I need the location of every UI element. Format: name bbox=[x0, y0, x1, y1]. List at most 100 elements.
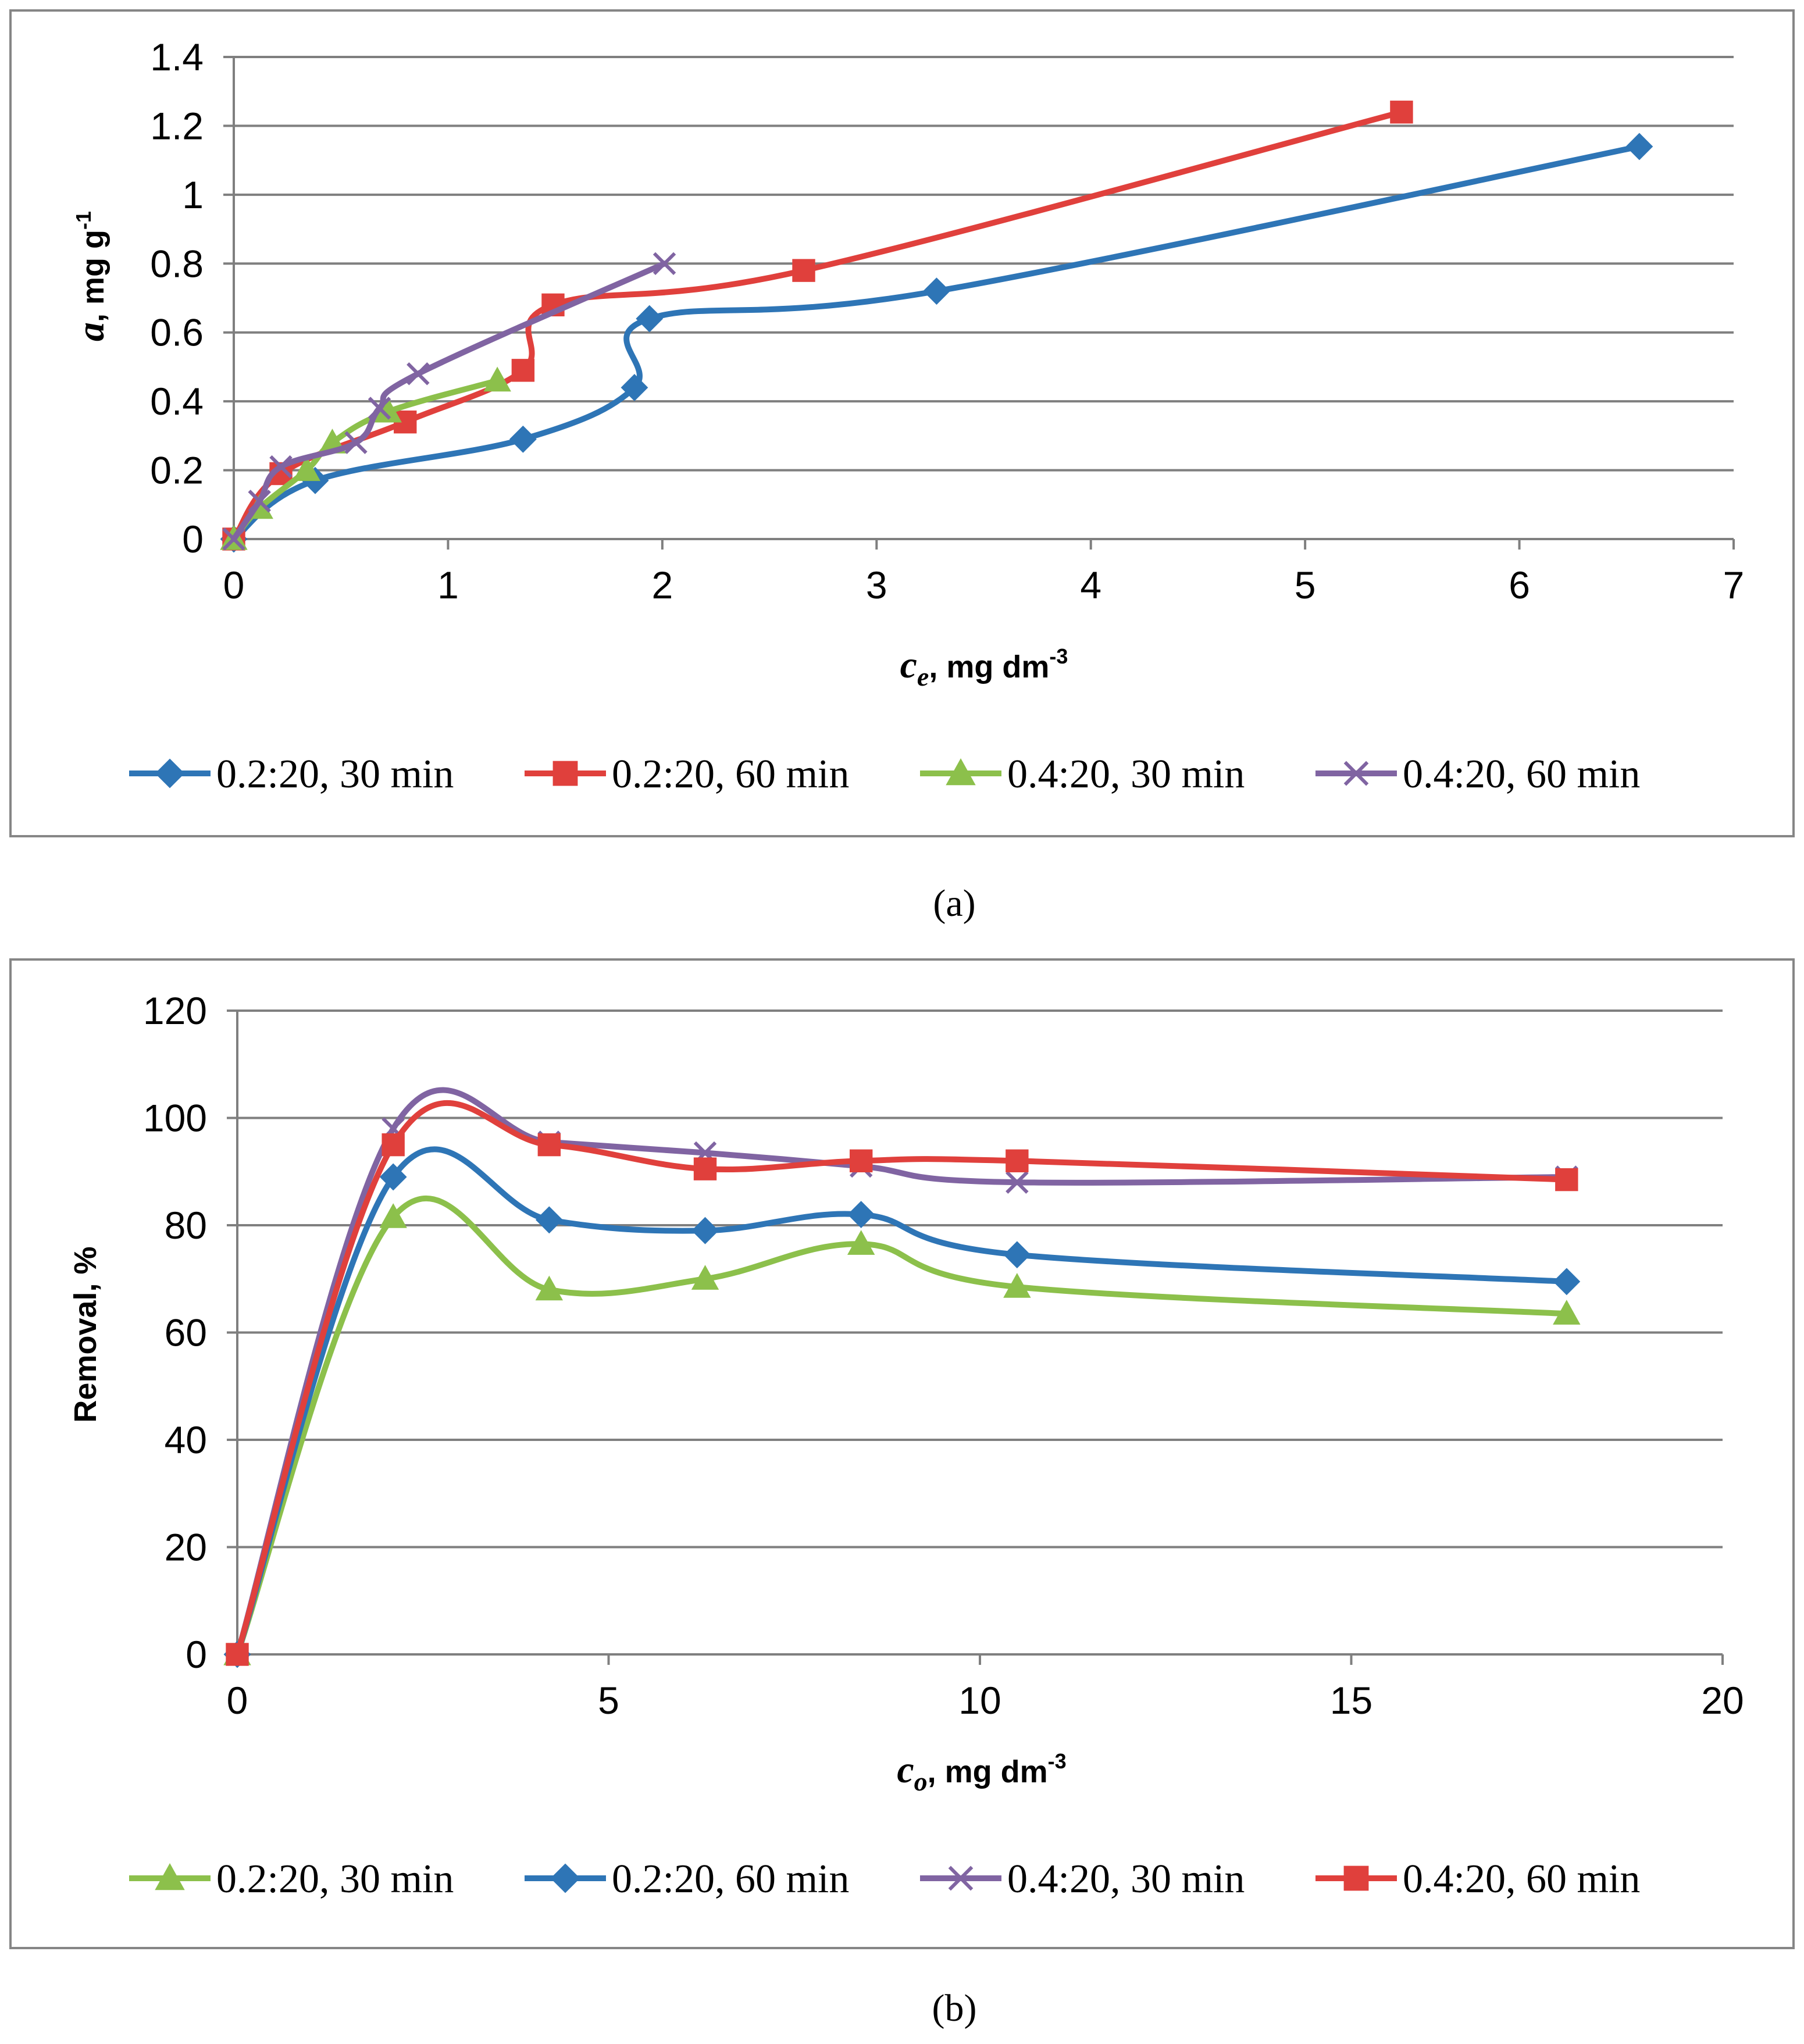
legend-entry: 0.4:20, 60 min bbox=[1315, 1857, 1640, 1902]
chart-panel-b: 0 20 40 60 80 100 120 0 5 10 15 20 Removal, % co, … bbox=[9, 958, 1795, 1949]
data-point bbox=[636, 305, 664, 333]
legend-marker bbox=[550, 1863, 580, 1893]
legend-entry: 0.4:20, 60 min bbox=[1315, 752, 1640, 797]
data-point bbox=[847, 1201, 875, 1228]
data-point bbox=[509, 425, 537, 453]
data-point bbox=[621, 374, 648, 401]
series-line bbox=[231, 143, 1642, 542]
legend-entry: 0.4:20, 30 min bbox=[920, 1857, 1245, 1902]
x-tick-labels-b: 0 5 10 15 20 bbox=[227, 1679, 1744, 1722]
data-point bbox=[483, 366, 511, 392]
y-axis-title-a: a, mg g-1 bbox=[70, 211, 112, 341]
data-point bbox=[1003, 1241, 1031, 1269]
x-tick-label: 0 bbox=[227, 1679, 248, 1722]
x-axis-title-a: ce, mg dm-3 bbox=[900, 644, 1068, 691]
legend-label: 0.4:20, 30 min bbox=[1007, 752, 1245, 797]
legend-marker bbox=[946, 758, 976, 786]
x-tick-labels-a: 0 1 2 3 4 5 6 7 bbox=[223, 563, 1745, 607]
legend-marker bbox=[552, 761, 578, 786]
y-tick-label: 1.4 bbox=[150, 35, 204, 79]
x-tick-label: 1 bbox=[437, 563, 459, 607]
y-tick-label: 0 bbox=[186, 1633, 207, 1676]
legend-label: 0.2:20, 30 min bbox=[216, 752, 454, 797]
gridlines-a bbox=[223, 56, 1735, 550]
legend-a: 0.2:20, 30 min 0.2:20, 60 min 0.4:20, 30 m… bbox=[129, 752, 1640, 797]
panel-caption-a: (a) bbox=[933, 882, 975, 925]
legend-marker bbox=[948, 1865, 974, 1891]
data-point bbox=[1003, 1273, 1031, 1298]
y-tick-label: 0.6 bbox=[150, 311, 204, 354]
data-point bbox=[248, 490, 271, 513]
data-point bbox=[847, 1230, 875, 1255]
data-point bbox=[368, 397, 391, 420]
data-point bbox=[535, 1206, 563, 1234]
data-point bbox=[693, 1157, 717, 1180]
legend-label: 0.2:20, 60 min bbox=[612, 1857, 849, 1902]
legend-entry: 0.2:20, 60 min bbox=[525, 752, 849, 797]
series-group-a bbox=[220, 101, 1653, 553]
data-point bbox=[1555, 1168, 1578, 1192]
y-tick-label: 100 bbox=[143, 1097, 207, 1140]
y-tick-label: 0.4 bbox=[150, 380, 204, 423]
legend-b: 0.2:20, 30 min 0.2:20, 60 min 0.4:20, 30 m… bbox=[129, 1857, 1640, 1902]
data-point bbox=[511, 359, 535, 382]
y-tick-label: 0 bbox=[182, 518, 204, 561]
data-point bbox=[269, 455, 293, 479]
data-point bbox=[226, 1643, 249, 1666]
y-tick-label: 60 bbox=[165, 1311, 207, 1354]
data-point bbox=[1553, 1268, 1581, 1296]
data-point bbox=[1553, 1300, 1581, 1325]
y-tick-label: 0.8 bbox=[150, 242, 204, 285]
legend-entry: 0.4:20, 30 min bbox=[920, 752, 1245, 797]
x-tick-label: 5 bbox=[598, 1679, 619, 1722]
y-tick-label: 120 bbox=[143, 989, 207, 1032]
data-point bbox=[1006, 1171, 1029, 1194]
y-tick-label: 1 bbox=[182, 173, 204, 216]
data-point bbox=[923, 277, 950, 305]
panel-caption-b: (b) bbox=[932, 1987, 977, 2029]
x-axis-title-b: co, mg dm-3 bbox=[897, 1749, 1066, 1796]
legend-marker bbox=[1343, 761, 1369, 786]
x-tick-label: 4 bbox=[1080, 563, 1101, 607]
series-0-2-20-60-min bbox=[223, 1146, 1581, 1668]
data-point bbox=[382, 1133, 405, 1157]
legend-label: 0.4:20, 60 min bbox=[1403, 1857, 1640, 1902]
x-tick-label: 7 bbox=[1723, 563, 1745, 607]
series-0-4-20-30-min bbox=[220, 366, 511, 550]
series-0-4-20-60-min bbox=[226, 1100, 1578, 1666]
x-tick-label: 0 bbox=[223, 563, 245, 607]
data-point bbox=[849, 1149, 873, 1172]
legend-label: 0.4:20, 30 min bbox=[1007, 1857, 1245, 1902]
series-group-b bbox=[223, 1087, 1581, 1668]
data-point bbox=[293, 456, 320, 481]
x-tick-label: 3 bbox=[866, 563, 887, 607]
legend-entry: 0.2:20, 60 min bbox=[525, 1857, 849, 1902]
legend-marker bbox=[155, 1863, 185, 1890]
legend-label: 0.4:20, 60 min bbox=[1403, 752, 1640, 797]
data-point bbox=[222, 527, 245, 551]
data-point bbox=[379, 1163, 407, 1191]
data-point bbox=[407, 362, 430, 386]
y-tick-label: 20 bbox=[165, 1526, 207, 1569]
y-tick-label: 40 bbox=[165, 1418, 207, 1461]
data-point bbox=[535, 1275, 564, 1301]
legend-marker bbox=[1343, 1865, 1369, 1891]
data-point bbox=[1625, 133, 1653, 160]
y-tick-label: 1.2 bbox=[150, 104, 204, 147]
x-tick-label: 6 bbox=[1509, 563, 1530, 607]
x-tick-label: 10 bbox=[958, 1679, 1001, 1722]
data-point bbox=[379, 1203, 407, 1228]
data-point bbox=[653, 252, 676, 276]
gridlines-b bbox=[227, 1009, 1724, 1665]
x-tick-label: 15 bbox=[1330, 1679, 1372, 1722]
x-tick-label: 20 bbox=[1701, 1679, 1744, 1722]
legend-label: 0.2:20, 60 min bbox=[612, 752, 849, 797]
data-point bbox=[691, 1265, 719, 1290]
series-line bbox=[231, 261, 668, 542]
y-tick-label: 80 bbox=[165, 1204, 207, 1247]
chart-frame-a bbox=[9, 9, 1795, 837]
data-point bbox=[344, 431, 368, 454]
y-tick-label: 0.2 bbox=[150, 449, 204, 492]
